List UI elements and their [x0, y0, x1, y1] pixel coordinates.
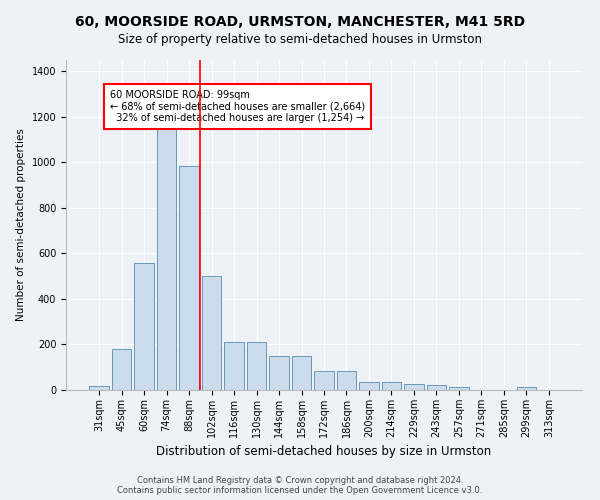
Text: 60 MOORSIDE ROAD: 99sqm
← 68% of semi-detached houses are smaller (2,664)
  32% : 60 MOORSIDE ROAD: 99sqm ← 68% of semi-de…: [110, 90, 365, 123]
Bar: [202, 276, 221, 390]
Bar: [112, 350, 131, 390]
Bar: [337, 370, 356, 390]
Bar: [89, 386, 109, 390]
Bar: [224, 342, 244, 390]
Text: Contains HM Land Registry data © Crown copyright and database right 2024.
Contai: Contains HM Land Registry data © Crown c…: [118, 476, 482, 495]
Bar: [247, 342, 266, 390]
Y-axis label: Number of semi-detached properties: Number of semi-detached properties: [16, 128, 26, 322]
Text: Size of property relative to semi-detached houses in Urmston: Size of property relative to semi-detach…: [118, 32, 482, 46]
Bar: [292, 356, 311, 390]
X-axis label: Distribution of semi-detached houses by size in Urmston: Distribution of semi-detached houses by …: [157, 446, 491, 458]
Bar: [134, 262, 154, 390]
Bar: [179, 166, 199, 390]
Bar: [449, 387, 469, 390]
Bar: [427, 386, 446, 390]
Bar: [269, 356, 289, 390]
Bar: [359, 382, 379, 390]
Text: 60, MOORSIDE ROAD, URMSTON, MANCHESTER, M41 5RD: 60, MOORSIDE ROAD, URMSTON, MANCHESTER, …: [75, 15, 525, 29]
Bar: [404, 384, 424, 390]
Bar: [157, 128, 176, 390]
Bar: [314, 370, 334, 390]
Bar: [517, 387, 536, 390]
Bar: [382, 382, 401, 390]
